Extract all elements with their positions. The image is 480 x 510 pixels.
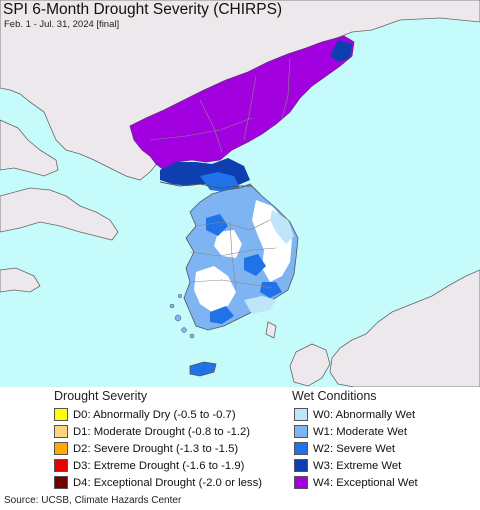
southwest-islands bbox=[169, 293, 195, 339]
legend-label-d1: D1: Moderate Drought (-0.8 to -1.2) bbox=[73, 425, 251, 438]
swatch-w1 bbox=[294, 425, 308, 438]
swatch-d2 bbox=[54, 442, 68, 455]
south-korea-w0-south bbox=[244, 296, 276, 314]
swatch-d3 bbox=[54, 459, 68, 472]
south-korea-southwest-white bbox=[194, 266, 236, 312]
liaodong-coast bbox=[0, 119, 59, 177]
drought-severity-heading: Drought Severity bbox=[54, 389, 148, 403]
drought-map: SPI 6-Month Drought Severity (CHIRPS) Fe… bbox=[0, 0, 480, 387]
legend-item-d1: D1: Moderate Drought (-0.8 to -1.2) bbox=[54, 423, 262, 440]
legend-item-w3: W3: Extreme Wet bbox=[294, 457, 418, 474]
wet-legend-list: W0: Abnormally Wet W1: Moderate Wet W2: … bbox=[294, 406, 418, 491]
japan-tsushima bbox=[265, 321, 277, 339]
legend: Drought Severity Wet Conditions D0: Abno… bbox=[0, 387, 480, 491]
japan-kyushu bbox=[289, 343, 331, 387]
legend-label-w3: W3: Extreme Wet bbox=[313, 459, 402, 472]
legend-item-w4: W4: Exceptional Wet bbox=[294, 474, 418, 491]
north-korea-ne-w3 bbox=[330, 40, 352, 62]
legend-item-w1: W1: Moderate Wet bbox=[294, 423, 418, 440]
legend-label-d3: D3: Extreme Drought (-1.6 to -1.9) bbox=[73, 459, 245, 472]
south-korea-w2-west bbox=[206, 214, 228, 236]
legend-item-d0: D0: Abnormally Dry (-0.5 to -0.7) bbox=[54, 406, 262, 423]
south-korea-w2-east bbox=[260, 282, 282, 298]
south-korea-central-white bbox=[214, 230, 242, 258]
jeju-island bbox=[189, 361, 217, 377]
japan-honshu bbox=[329, 269, 480, 387]
shandong-coast bbox=[0, 267, 41, 293]
dmz-border bbox=[159, 181, 252, 189]
legend-item-d2: D2: Severe Drought (-1.3 to -1.5) bbox=[54, 440, 262, 457]
south-korea-w2-central bbox=[244, 254, 266, 276]
bohai-coast bbox=[0, 187, 119, 241]
wet-conditions-heading: Wet Conditions bbox=[292, 389, 377, 403]
map-canvas bbox=[0, 0, 480, 387]
legend-label-d2: D2: Severe Drought (-1.3 to -1.5) bbox=[73, 442, 239, 455]
swatch-w0 bbox=[294, 408, 308, 421]
legend-label-d0: D0: Abnormally Dry (-0.5 to -0.7) bbox=[73, 408, 236, 421]
source-credit: Source: UCSB, Climate Hazards Center bbox=[4, 495, 182, 506]
legend-item-w0: W0: Abnormally Wet bbox=[294, 406, 418, 423]
legend-item-d3: D3: Extreme Drought (-1.6 to -1.9) bbox=[54, 457, 262, 474]
swatch-w3 bbox=[294, 459, 308, 472]
legend-item-d4: D4: Exceptional Drought (-2.0 or less) bbox=[54, 474, 262, 491]
province-borders bbox=[149, 57, 291, 291]
legend-label-d4: D4: Exceptional Drought (-2.0 or less) bbox=[73, 476, 262, 489]
south-korea-w2-south bbox=[210, 306, 234, 324]
south-korea-w0-north bbox=[270, 210, 294, 244]
swatch-d4 bbox=[54, 476, 68, 489]
swatch-d0 bbox=[54, 408, 68, 421]
drought-legend-list: D0: Abnormally Dry (-0.5 to -0.7) D1: Mo… bbox=[54, 406, 262, 491]
legend-label-w0: W0: Abnormally Wet bbox=[313, 408, 416, 421]
legend-item-w2: W2: Severe Wet bbox=[294, 440, 418, 457]
swatch-d1 bbox=[54, 425, 68, 438]
swatch-w2 bbox=[294, 442, 308, 455]
swatch-w4 bbox=[294, 476, 308, 489]
map-title: SPI 6-Month Drought Severity (CHIRPS) bbox=[3, 1, 283, 18]
map-subtitle: Feb. 1 - Jul. 31, 2024 [final] bbox=[4, 19, 120, 30]
legend-label-w1: W1: Moderate Wet bbox=[313, 425, 407, 438]
legend-label-w2: W2: Severe Wet bbox=[313, 442, 396, 455]
legend-label-w4: W4: Exceptional Wet bbox=[313, 476, 418, 489]
